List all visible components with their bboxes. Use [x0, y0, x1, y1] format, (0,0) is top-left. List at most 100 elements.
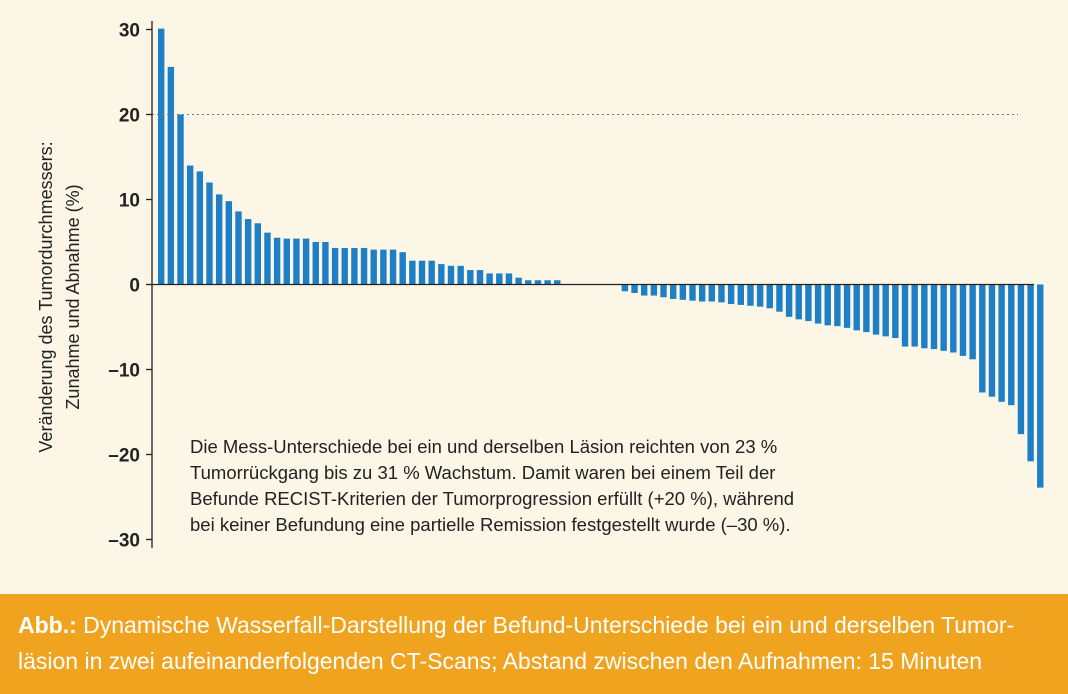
bar: [737, 284, 744, 305]
bar: [1008, 284, 1015, 406]
bar: [370, 249, 377, 285]
bar: [853, 284, 860, 331]
bar: [921, 284, 928, 349]
bar: [872, 284, 880, 335]
bar: [322, 242, 329, 285]
bar: [979, 284, 986, 393]
bar: [621, 284, 629, 292]
bar: [631, 284, 638, 293]
bar: [650, 284, 658, 296]
bar: [515, 277, 522, 285]
bar: [554, 280, 561, 285]
bar: [901, 284, 909, 347]
bar: [428, 260, 435, 285]
annotation-line: Befunde RECIST-Kriterien der Tumorprogre…: [190, 488, 795, 509]
bar: [882, 284, 889, 337]
bar: [457, 265, 464, 285]
bar: [525, 280, 532, 285]
annotation-line: bei keiner Befundung eine partielle Remi…: [190, 514, 791, 535]
bar: [1027, 284, 1034, 462]
bar: [708, 284, 716, 302]
bar: [534, 280, 542, 285]
bar: [264, 232, 271, 285]
bar: [389, 249, 397, 285]
bar: [486, 273, 493, 285]
bar: [766, 284, 773, 309]
chart-svg: 30 20 10 0 –10 –20 –30 Veränderung des Tumordur…: [36, 21, 1044, 552]
bar: [544, 280, 551, 285]
bar: [167, 66, 175, 285]
y-tick-label: –30: [108, 531, 140, 552]
bar: [409, 260, 416, 285]
bar: [331, 247, 339, 285]
bar: [1017, 284, 1025, 435]
bar: [756, 284, 764, 307]
bar: [988, 284, 996, 397]
bar: [641, 284, 648, 296]
bar: [447, 265, 455, 285]
bar: [351, 247, 358, 285]
bar: [940, 284, 947, 351]
caption-prefix: Abb.:: [18, 612, 77, 638]
bar: [959, 284, 967, 356]
bar: [834, 284, 841, 327]
figure-caption: Abb.: Dynamische Wasserfall-Darstellung …: [0, 594, 1068, 694]
bar: [950, 284, 957, 353]
y-tick-label: –10: [108, 361, 140, 382]
bar: [785, 284, 793, 317]
waterfall-chart: 30 20 10 0 –10 –20 –30 Veränderung des Tumordur…: [36, 21, 1044, 552]
bar: [698, 284, 706, 302]
bar: [380, 249, 387, 285]
y-tick-label: 10: [119, 191, 140, 212]
bar: [496, 273, 503, 285]
bar: [360, 247, 368, 285]
bar: [718, 284, 725, 303]
bar: [254, 223, 261, 285]
bar: [969, 284, 976, 360]
bar: [467, 270, 474, 285]
chart-annotation: Die Mess-Unterschiede bei ein und dersel…: [190, 434, 950, 538]
bar: [177, 114, 184, 285]
bar: [689, 284, 696, 301]
bar: [843, 284, 851, 328]
bar: [930, 284, 938, 350]
bar: [206, 182, 213, 285]
bar: [998, 284, 1005, 402]
bar: [669, 284, 677, 299]
bar: [186, 165, 194, 285]
bar: [660, 284, 667, 298]
caption-text-1: Dynamische Wasserfall-Darstellung der Be…: [83, 612, 1015, 638]
bar: [341, 247, 348, 285]
bar: [824, 284, 831, 326]
y-tick-label: 0: [129, 276, 140, 297]
bar: [283, 238, 290, 285]
bar: [273, 237, 281, 285]
bar: [679, 284, 687, 300]
bar: [1037, 284, 1044, 488]
bar: [312, 242, 319, 285]
bar: [418, 260, 426, 285]
bar: [776, 284, 783, 312]
bar: [795, 284, 802, 320]
bar: [235, 211, 242, 285]
bar: [805, 284, 812, 322]
bar: [244, 219, 252, 285]
annotation-line: Tumorrückgang bis zu 31 % Wachstum. Dami…: [190, 462, 776, 483]
y-tick-label: –20: [108, 446, 140, 467]
bar: [863, 284, 870, 333]
bar: [438, 264, 445, 285]
bar: [215, 194, 223, 285]
y-axis-label-line-1: Veränderung des Tumordurchmessers:: [36, 141, 56, 452]
bar: [727, 284, 735, 305]
bar: [747, 284, 754, 306]
bar: [158, 28, 165, 285]
y-tick-label: 20: [119, 106, 140, 127]
bar: [399, 252, 406, 285]
annotation-line: Die Mess-Unterschiede bei ein und dersel…: [190, 436, 778, 457]
caption-line-1: Abb.: Dynamische Wasserfall-Darstellung …: [18, 607, 1050, 643]
bar: [814, 284, 822, 324]
bar: [302, 238, 310, 285]
y-tick-label: 30: [119, 21, 140, 42]
bar: [892, 284, 899, 339]
bar: [293, 238, 300, 285]
